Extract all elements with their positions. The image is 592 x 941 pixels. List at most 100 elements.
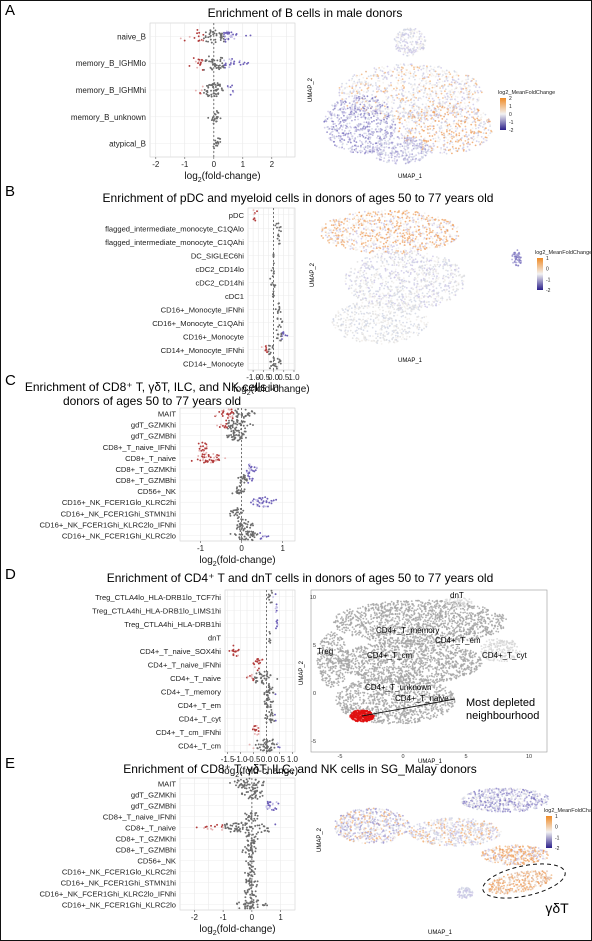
umap-cell bbox=[370, 142, 372, 145]
swarm-point bbox=[237, 508, 239, 511]
swarm-point bbox=[250, 839, 253, 842]
swarm-point bbox=[260, 790, 263, 793]
swarm-point bbox=[212, 119, 215, 122]
swarm-point bbox=[266, 827, 269, 830]
swarm-point bbox=[245, 537, 248, 540]
umap-cell bbox=[474, 123, 477, 126]
swarm-point bbox=[229, 512, 231, 515]
umap-cell bbox=[366, 91, 369, 93]
umap-cell bbox=[368, 118, 371, 121]
legend-tick: 0 bbox=[509, 112, 512, 118]
umap-cell bbox=[367, 137, 369, 140]
umap-cell bbox=[426, 216, 428, 219]
umap-cell bbox=[440, 127, 443, 129]
umap-cell bbox=[365, 150, 367, 152]
umap-cell bbox=[448, 233, 451, 236]
umap-cell bbox=[366, 87, 369, 90]
legend-tick: -2 bbox=[509, 128, 514, 134]
swarm-point bbox=[255, 832, 258, 835]
umap-cell bbox=[349, 90, 352, 93]
category-label-memory-b-unknown: memory_B_unknown bbox=[71, 113, 146, 122]
swarm-point bbox=[232, 822, 235, 825]
umap-cell bbox=[447, 96, 449, 99]
umap-cell bbox=[375, 234, 378, 236]
swarm-point bbox=[216, 144, 219, 147]
x-tick-label: -1.0 bbox=[246, 373, 260, 382]
umap-cell bbox=[418, 33, 421, 35]
umap-cell bbox=[443, 151, 446, 154]
swarm-point bbox=[244, 845, 246, 848]
umap-cell bbox=[404, 137, 406, 140]
umap-cell bbox=[338, 87, 341, 89]
swarm-point bbox=[249, 871, 252, 874]
umap-cell bbox=[448, 132, 451, 135]
umap-cell bbox=[482, 141, 485, 144]
umap-cell bbox=[414, 158, 417, 161]
swarm-point bbox=[218, 68, 221, 71]
swarm-point bbox=[193, 36, 196, 39]
umap-cell bbox=[430, 75, 433, 77]
umap-cell bbox=[333, 113, 336, 116]
umap-cell bbox=[450, 225, 452, 228]
category-label-cd16-nk-fcer1glo-klrc2hi: CD16+_NK_FCER1Glo_KLRC2hi bbox=[62, 498, 176, 507]
umap-cell bbox=[328, 137, 331, 140]
swarm-point bbox=[253, 845, 256, 848]
category-label-cd16-monocyte: CD16+_Monocyte bbox=[183, 332, 244, 341]
umap-cell bbox=[418, 36, 421, 38]
swarm-point bbox=[277, 325, 280, 328]
category-label-cd4-t-naive: CD4+_T_naive bbox=[170, 674, 221, 683]
umap-cell bbox=[331, 134, 334, 136]
umap-cell bbox=[454, 130, 457, 133]
x-tick-label: -0.5 bbox=[247, 755, 261, 764]
swarm-point bbox=[202, 37, 205, 40]
umap-cell bbox=[355, 90, 358, 93]
category-label-cd8-t-naive: CD8+_T_naive bbox=[125, 824, 176, 833]
umap-cell bbox=[396, 211, 399, 214]
umap-cell bbox=[480, 136, 483, 138]
swarm-point bbox=[258, 746, 261, 749]
umap-cell bbox=[436, 73, 438, 75]
umap-cell bbox=[344, 87, 346, 89]
umap-cell bbox=[473, 90, 476, 93]
swarm-point bbox=[237, 779, 240, 782]
umap-cell bbox=[329, 111, 332, 113]
umap-cell bbox=[470, 91, 472, 93]
swarm-point bbox=[222, 66, 225, 69]
umap-cell bbox=[363, 121, 366, 124]
umap-cell bbox=[425, 106, 428, 108]
swarm-point bbox=[245, 892, 248, 895]
swarm-point bbox=[232, 432, 235, 435]
umap-cell bbox=[419, 234, 422, 237]
swarm-point bbox=[259, 502, 262, 504]
umap-cell bbox=[486, 120, 489, 122]
umap-cell bbox=[368, 123, 371, 126]
swarm-point bbox=[236, 526, 239, 529]
umap-cell bbox=[438, 111, 441, 114]
swarm-point bbox=[241, 849, 244, 852]
swarm-point bbox=[256, 837, 259, 840]
umap-cell bbox=[383, 121, 385, 123]
umap-cell bbox=[337, 120, 340, 122]
umap-cell bbox=[370, 220, 373, 222]
umap-cell bbox=[455, 135, 458, 138]
umap-cell bbox=[344, 133, 347, 136]
swarm-point bbox=[247, 816, 249, 819]
swarm-point bbox=[226, 823, 228, 826]
umap-cell bbox=[457, 148, 460, 151]
umap-cell bbox=[427, 132, 429, 135]
umap-cell bbox=[382, 133, 384, 136]
x-tick-label: 0.0 bbox=[261, 755, 273, 764]
swarm-point bbox=[254, 835, 257, 838]
umap-cell bbox=[358, 74, 361, 77]
umap-cell bbox=[338, 118, 341, 120]
umap-cell bbox=[451, 85, 453, 87]
swarm-point bbox=[202, 33, 205, 36]
umap-cell bbox=[360, 144, 362, 147]
swarm-cd16-nk-fcer1ghi-klrc2lo-ifnhi bbox=[243, 887, 257, 900]
swarm-point bbox=[216, 84, 219, 87]
swarm-point bbox=[221, 828, 223, 831]
legend-title: log2_MeanFoldChange bbox=[498, 90, 555, 96]
umap-cell bbox=[431, 125, 434, 128]
umap-cell bbox=[414, 160, 416, 163]
swarm-point bbox=[259, 791, 262, 794]
